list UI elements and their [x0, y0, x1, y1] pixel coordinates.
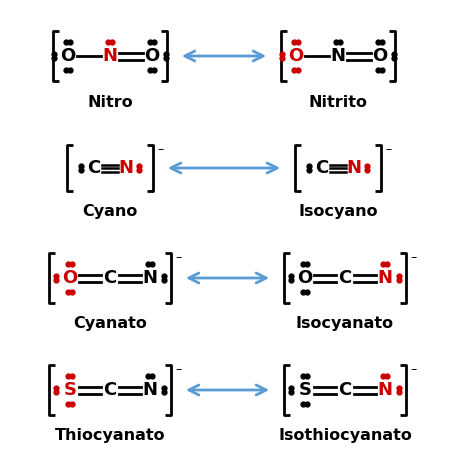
- Text: –: –: [410, 251, 416, 264]
- Text: N: N: [330, 47, 346, 65]
- Text: O: O: [145, 47, 160, 65]
- Text: O: O: [288, 47, 304, 65]
- Text: C: C: [103, 381, 117, 399]
- Text: O: O: [373, 47, 388, 65]
- Text: C: C: [338, 269, 352, 287]
- Text: Nitro: Nitro: [87, 95, 133, 110]
- Text: Cyano: Cyano: [82, 204, 137, 219]
- Text: C: C: [103, 269, 117, 287]
- Text: C: C: [87, 159, 100, 177]
- Text: N: N: [377, 381, 392, 399]
- Text: –: –: [175, 363, 181, 376]
- Text: –: –: [410, 363, 416, 376]
- Text: –: –: [157, 143, 163, 156]
- Text: C: C: [338, 381, 352, 399]
- Text: Isothiocyanato: Isothiocyanato: [278, 428, 412, 443]
- Text: N: N: [346, 159, 362, 177]
- Text: O: O: [60, 47, 76, 65]
- Text: Thiocyanato: Thiocyanato: [55, 428, 165, 443]
- Text: Isocyano: Isocyano: [298, 204, 378, 219]
- Text: N: N: [143, 269, 157, 287]
- Text: Nitrito: Nitrito: [309, 95, 367, 110]
- Text: N: N: [377, 269, 392, 287]
- Text: Cyanato: Cyanato: [73, 316, 147, 331]
- Text: N: N: [102, 47, 118, 65]
- Text: S: S: [64, 381, 76, 399]
- Text: –: –: [175, 251, 181, 264]
- Text: C: C: [315, 159, 328, 177]
- Text: N: N: [143, 381, 157, 399]
- Text: O: O: [297, 269, 313, 287]
- Text: Isocyanato: Isocyanato: [296, 316, 394, 331]
- Text: –: –: [385, 143, 391, 156]
- Text: O: O: [63, 269, 78, 287]
- Text: N: N: [118, 159, 134, 177]
- Text: S: S: [299, 381, 311, 399]
